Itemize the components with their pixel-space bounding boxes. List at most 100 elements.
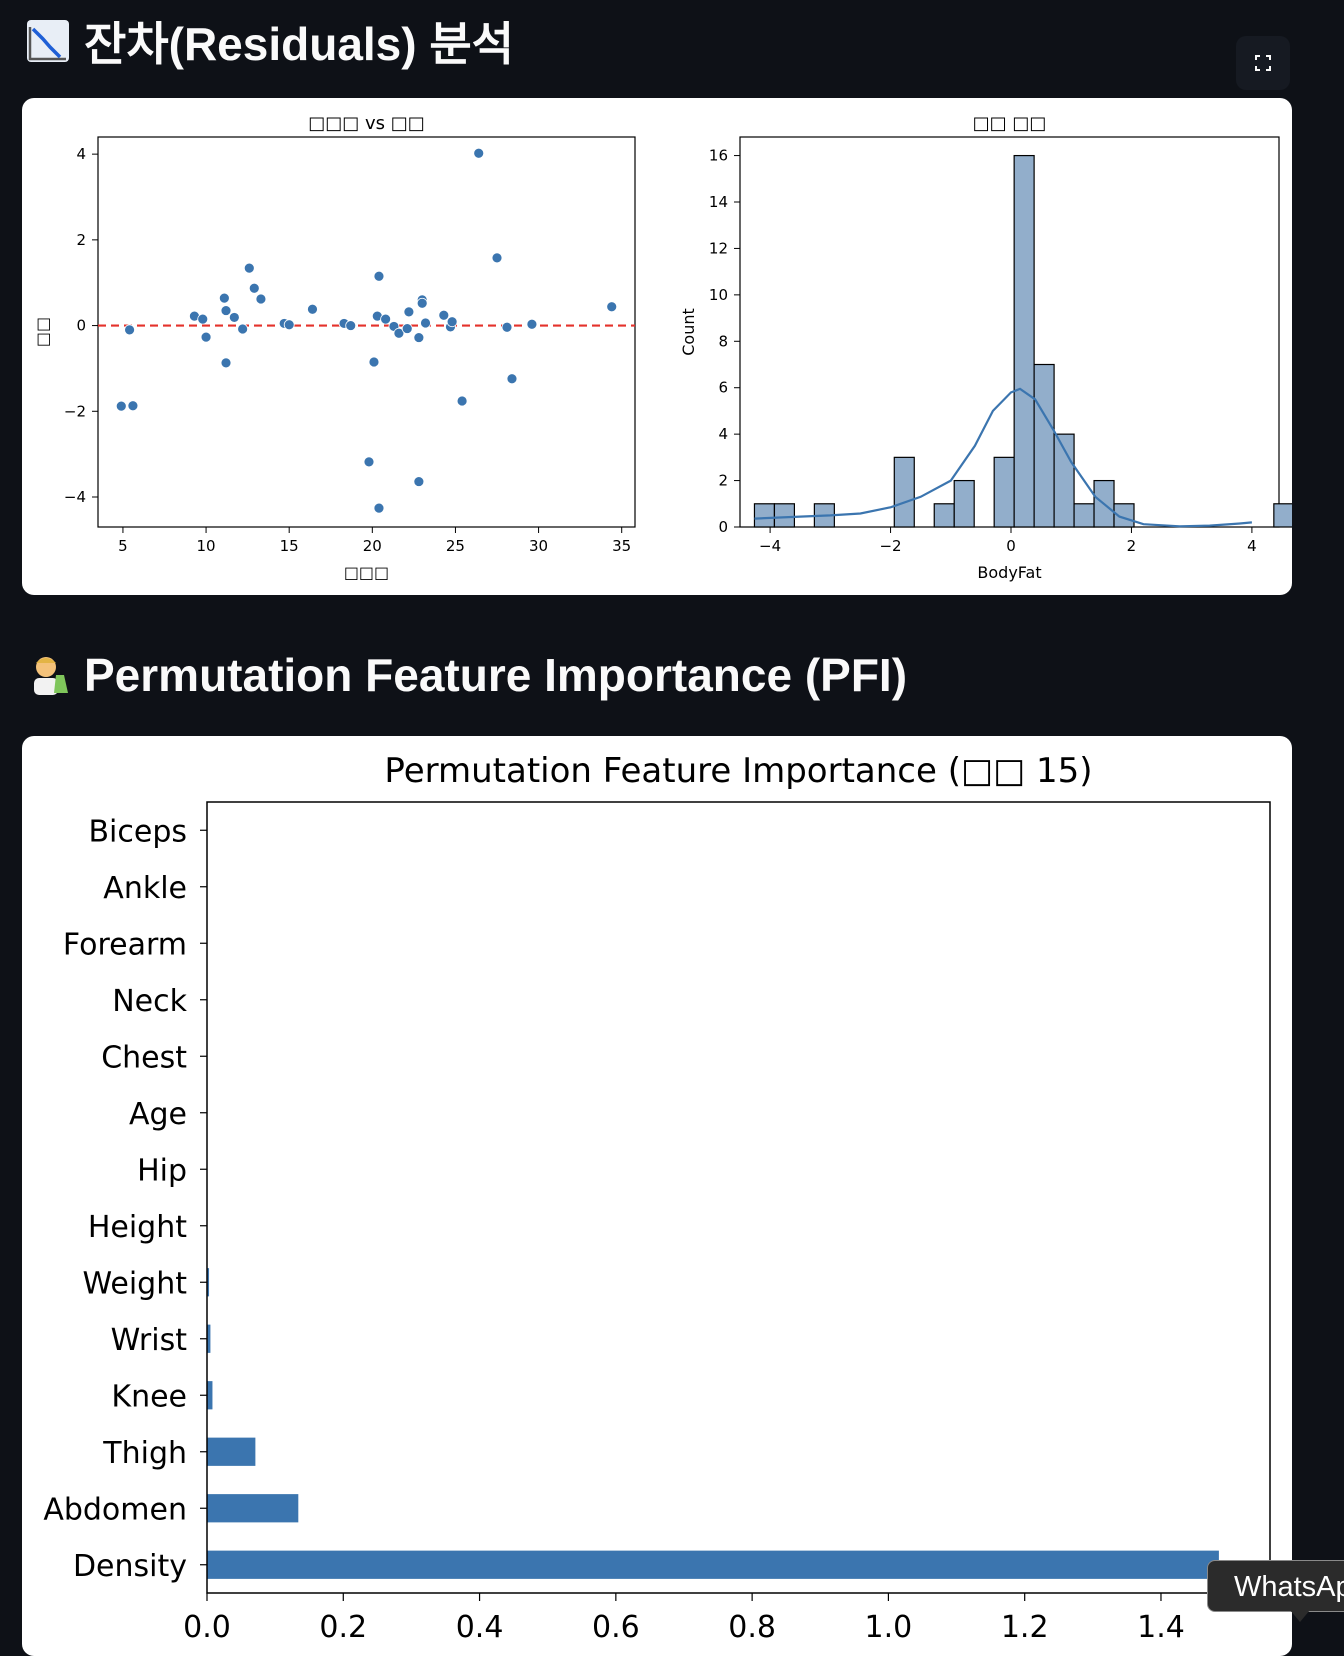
pfi-chart-title: Permutation Feature Importance (□□ 15)	[384, 751, 1092, 791]
kde-curve	[754, 387, 1253, 528]
residual-section-title: 잔차(Residuals) 분석	[26, 8, 514, 74]
residual-point	[606, 301, 618, 313]
pfi-xtick-label: 1.0	[865, 1610, 913, 1645]
residual-point	[283, 319, 295, 331]
residual-point	[373, 270, 385, 282]
pfi-category-label: Density	[73, 1549, 187, 1584]
residual-point	[307, 303, 318, 315]
histogram-title: □□ □□	[973, 113, 1047, 134]
pfi-category-label: Abdomen	[43, 1492, 187, 1527]
residual-point	[200, 331, 212, 343]
residual-point	[380, 313, 392, 325]
residual-point	[115, 400, 127, 412]
histogram-ytick-label: 14	[709, 193, 728, 211]
pfi-section-title: Permutation Feature Importance (PFI)	[26, 648, 907, 702]
histogram-bar	[753, 503, 776, 528]
pfi-category-label: Biceps	[88, 814, 187, 849]
scatter-xtick-label: 5	[118, 537, 128, 555]
chart-decreasing-icon	[27, 20, 69, 62]
scatter-ylabel: □□	[33, 317, 52, 347]
residual-point	[237, 323, 249, 335]
residual-point	[438, 309, 450, 321]
pfi-category-label: Neck	[112, 984, 187, 1019]
pfi-category-label: Weight	[82, 1266, 187, 1301]
scatter-ytick-label: 0	[76, 317, 86, 335]
residual-point	[401, 323, 413, 334]
histogram-xtick-label: −4	[759, 537, 781, 555]
fullscreen-button[interactable]	[1236, 36, 1290, 90]
pfi-category-label: Forearm	[63, 927, 187, 962]
residual-charts-card: □□□ vs □□ □□□ □□ 5 10 15 20 25 30 35 −4 −2 0 2 4 □□ □□ B…	[22, 98, 1292, 595]
pfi-xtick-label: 1.4	[1137, 1610, 1185, 1645]
scatter-ytick-label: 4	[76, 145, 86, 163]
histogram-bar	[1113, 503, 1135, 528]
pfi-category-label: Height	[88, 1210, 187, 1245]
pfi-category-label: Age	[129, 1097, 187, 1132]
pfi-xtick-label: 0.4	[456, 1610, 504, 1645]
pfi-chart-card: Permutation Feature Importance (□□ 15) Bi…	[22, 736, 1292, 1656]
histogram-ytick-label: 4	[718, 425, 728, 443]
histogram-bar	[893, 456, 915, 528]
residual-point	[506, 373, 518, 385]
histogram-ytick-label: 16	[709, 147, 728, 165]
histogram-bar	[953, 479, 975, 528]
pfi-category-label: Thigh	[102, 1436, 187, 1471]
residual-point	[197, 313, 209, 325]
histogram-bar	[1033, 363, 1055, 528]
histogram-xtick-label: 2	[1127, 537, 1137, 555]
residual-point	[368, 356, 380, 368]
fullscreen-icon	[1255, 55, 1271, 71]
residual-point	[413, 332, 425, 343]
histogram-xtick-label: 0	[1006, 537, 1016, 555]
residual-point	[363, 456, 375, 468]
histogram-bar	[993, 456, 1015, 528]
residual-point	[526, 318, 538, 330]
histogram-xlabel: BodyFat	[977, 563, 1041, 582]
pfi-category-label: Knee	[111, 1379, 187, 1414]
residual-point	[413, 476, 425, 487]
tooltip-text: WhatsAp	[1234, 1571, 1344, 1603]
tooltip-arrow	[1290, 1610, 1310, 1622]
tooltip: WhatsAp	[1207, 1560, 1344, 1612]
scatter-ytick-label: −4	[64, 488, 86, 506]
pfi-section-heading: Permutation Feature Importance (PFI)	[84, 649, 908, 701]
pfi-bar	[207, 1494, 299, 1523]
scatter-xtick-label: 15	[280, 537, 299, 555]
residual-point	[420, 317, 431, 329]
pfi-bar	[207, 1381, 213, 1410]
scatter-xtick-label: 20	[363, 537, 382, 555]
residual-point	[403, 306, 415, 318]
residual-section-heading: 잔차(Residuals) 분석	[84, 18, 515, 70]
residual-point	[220, 305, 232, 316]
pfi-bar	[207, 1268, 210, 1297]
residual-point	[127, 400, 139, 412]
residual-point	[255, 293, 267, 305]
scatter-ytick-label: 2	[76, 231, 86, 249]
histogram-xtick-label: −2	[879, 537, 901, 555]
residual-point	[416, 297, 428, 309]
residual-point	[373, 502, 385, 514]
residual-point	[248, 282, 260, 294]
residual-point	[491, 252, 503, 264]
residual-point	[218, 292, 230, 304]
histogram-bar	[773, 503, 796, 528]
pfi-bar	[207, 1324, 211, 1353]
pfi-xtick-label: 1.2	[1001, 1610, 1049, 1645]
scatter-xlabel: □□□	[344, 563, 389, 582]
scatter-xtick-label: 30	[529, 537, 548, 555]
histogram-ytick-label: 10	[709, 286, 728, 304]
scatter-title: □□□ vs □□	[308, 113, 425, 134]
histogram-bar	[933, 503, 955, 528]
pfi-category-label: Wrist	[111, 1323, 188, 1358]
histogram-ytick-label: 8	[718, 332, 728, 350]
histogram-ytick-label: 2	[718, 472, 728, 490]
histogram-bar	[1013, 154, 1035, 528]
pfi-xtick-label: 0.2	[319, 1610, 367, 1645]
scatter-plot-frame	[97, 136, 636, 528]
residual-point	[124, 324, 135, 336]
residual-point	[501, 321, 513, 333]
pfi-xtick-label: 0.0	[183, 1610, 231, 1645]
scientist-emoji-icon	[34, 657, 68, 695]
residual-point	[473, 147, 485, 159]
